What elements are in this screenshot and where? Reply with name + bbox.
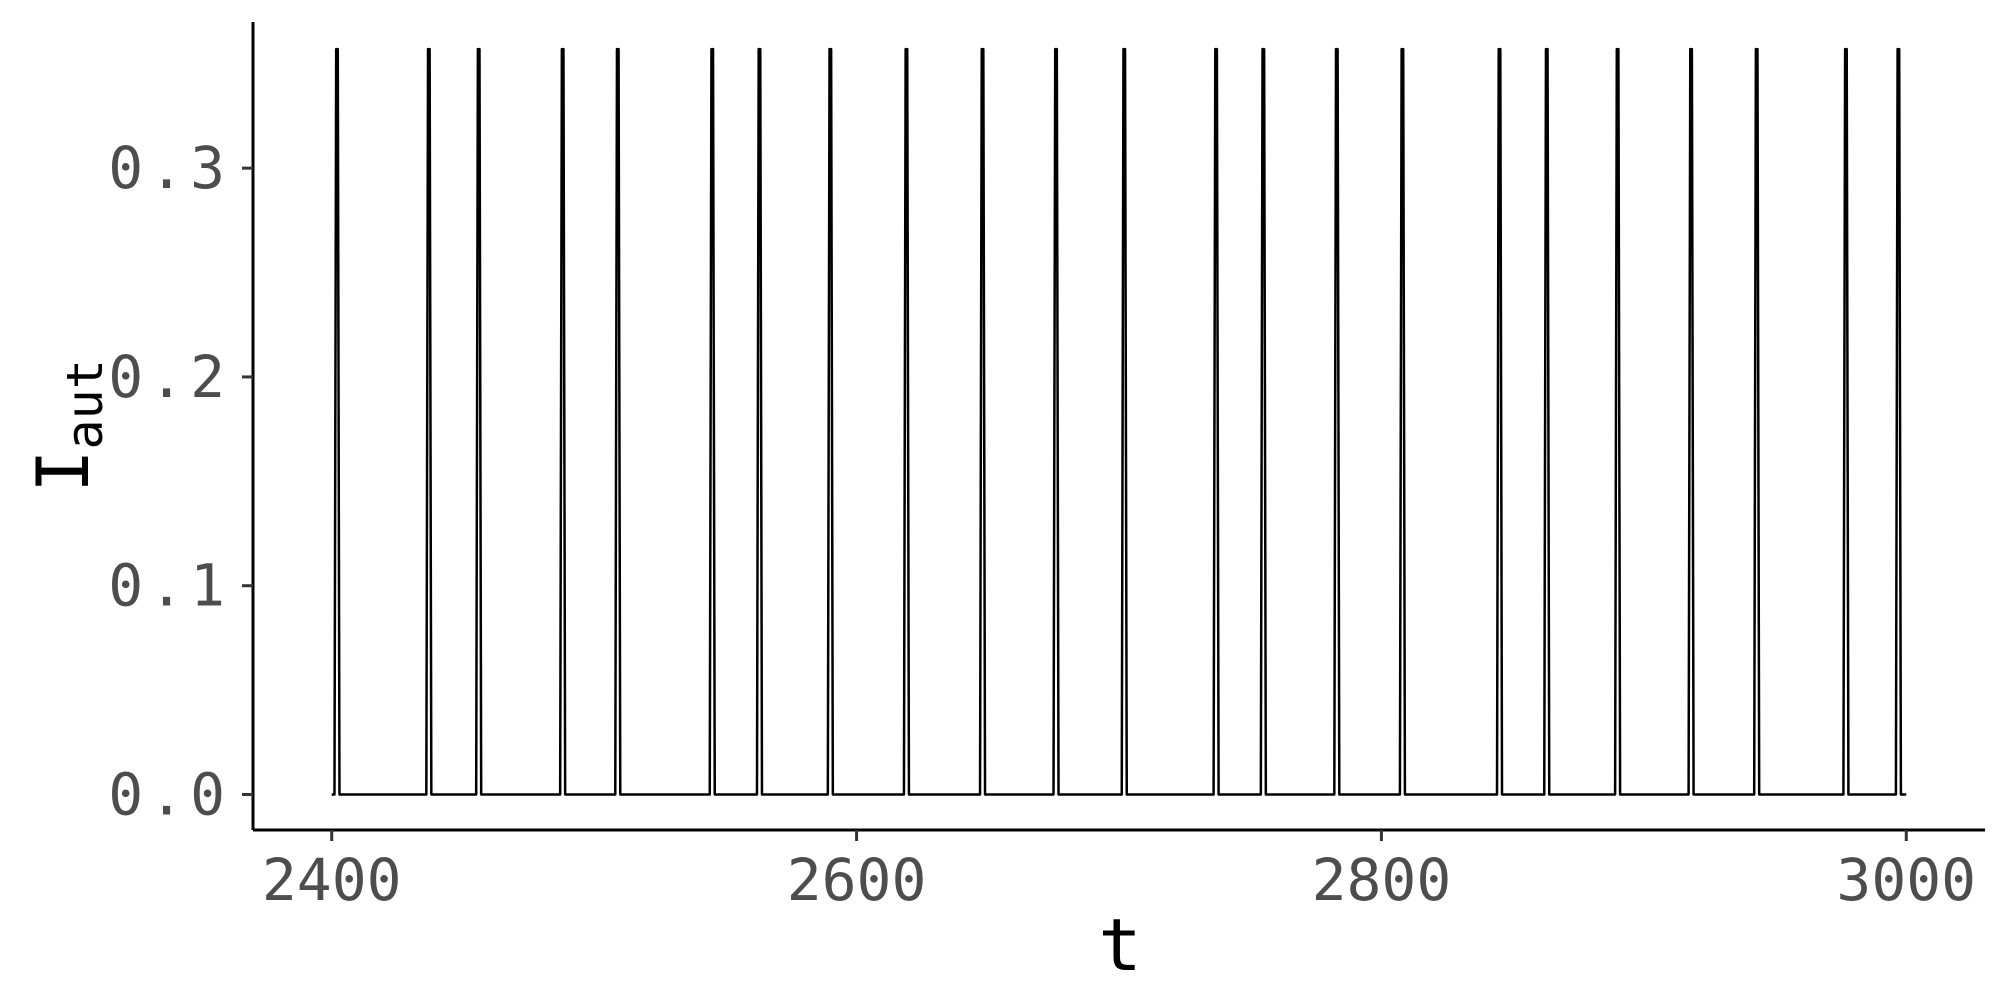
series-line — [331, 47, 1907, 796]
x-axis-title: t — [1098, 903, 1141, 987]
x-tick-label: 2800 — [1312, 846, 1452, 914]
y-tick-label: 0.1 — [108, 552, 231, 620]
x-axis-ticks: 2400 2600 2800 3000 — [262, 830, 1976, 914]
y-tick-label: 0.2 — [108, 343, 231, 411]
x-tick-label: 2400 — [262, 846, 402, 914]
y-axis-title-subscript: aut — [56, 359, 114, 449]
y-tick-label: 0.0 — [108, 761, 231, 829]
y-axis-title-main: I — [21, 449, 105, 492]
y-axis-title: Iaut — [21, 359, 114, 493]
y-axis-ticks: 0.0 0.1 0.2 0.3 — [108, 134, 253, 829]
plot-area — [331, 47, 1907, 796]
x-tick-label: 3000 — [1836, 846, 1976, 914]
x-tick-label: 2600 — [787, 846, 927, 914]
y-tick-label: 0.3 — [108, 134, 231, 202]
